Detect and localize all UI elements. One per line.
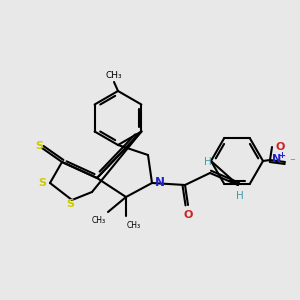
Text: H: H — [236, 191, 244, 201]
Text: N: N — [272, 154, 281, 164]
Text: O: O — [275, 142, 284, 152]
Text: N: N — [155, 176, 165, 188]
Text: H: H — [204, 157, 212, 167]
Text: CH₃: CH₃ — [127, 221, 141, 230]
Text: S: S — [38, 178, 46, 188]
Text: ⁻: ⁻ — [289, 157, 295, 167]
Text: CH₃: CH₃ — [106, 71, 122, 80]
Text: O: O — [183, 210, 193, 220]
Text: CH₃: CH₃ — [92, 216, 106, 225]
Text: S: S — [66, 199, 74, 209]
Text: S: S — [35, 141, 43, 151]
Text: +: + — [278, 151, 285, 160]
